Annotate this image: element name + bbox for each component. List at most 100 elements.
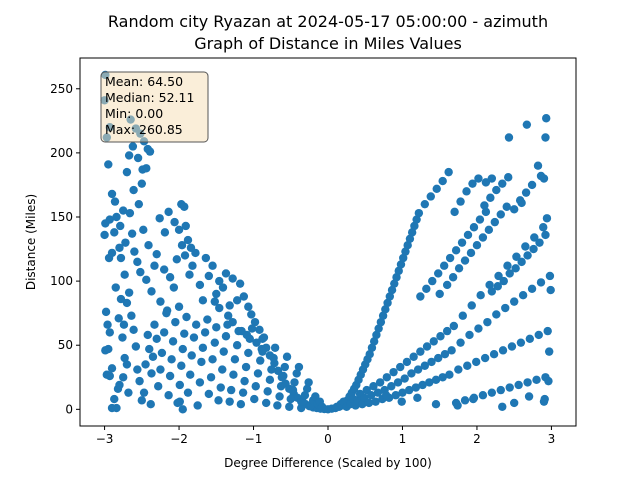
- data-point: [261, 398, 271, 408]
- data-point: [135, 376, 144, 386]
- data-point: [454, 264, 464, 273]
- data-point: [492, 310, 501, 319]
- x-tick-label: 3: [548, 432, 556, 446]
- data-point: [391, 391, 400, 400]
- x-tick-label: 1: [399, 432, 407, 446]
- data-point: [208, 355, 217, 364]
- data-point: [188, 261, 197, 270]
- data-point: [438, 373, 447, 382]
- data-point: [147, 369, 156, 378]
- data-point: [242, 330, 252, 340]
- data-point: [487, 174, 497, 183]
- y-axis-label: Distance (Miles): [24, 194, 38, 290]
- data-point: [445, 253, 455, 263]
- data-point: [442, 280, 452, 290]
- data-point: [317, 402, 327, 411]
- data-point: [462, 187, 471, 196]
- data-point: [393, 378, 403, 387]
- data-point: [509, 205, 519, 214]
- data-point: [404, 385, 414, 395]
- data-point: [162, 308, 171, 318]
- data-point: [240, 376, 249, 386]
- data-point: [275, 392, 284, 401]
- data-point: [525, 334, 535, 344]
- data-point: [358, 400, 367, 409]
- data-point: [130, 247, 139, 256]
- data-point: [165, 273, 175, 282]
- data-point: [481, 178, 491, 187]
- data-point: [122, 298, 132, 308]
- data-point: [178, 344, 187, 354]
- data-point: [152, 249, 161, 259]
- data-point: [119, 373, 128, 382]
- stats-min: Min: 0.00: [105, 106, 163, 121]
- data-point: [186, 370, 195, 379]
- data-point: [172, 255, 182, 264]
- data-point: [414, 208, 424, 218]
- data-point: [142, 164, 151, 173]
- data-point: [148, 352, 158, 361]
- x-tick-label: −3: [96, 432, 114, 446]
- data-point: [392, 273, 401, 282]
- data-point: [121, 238, 130, 247]
- data-point: [535, 238, 544, 247]
- data-point: [221, 332, 231, 341]
- data-point: [105, 215, 114, 224]
- data-point: [104, 344, 113, 354]
- data-point: [294, 362, 304, 372]
- data-point: [381, 305, 390, 314]
- data-point: [480, 201, 489, 210]
- data-point: [208, 261, 217, 270]
- data-point: [518, 291, 528, 300]
- data-point: [396, 362, 405, 372]
- data-point: [259, 333, 269, 342]
- data-point: [542, 114, 551, 123]
- data-point: [174, 302, 184, 311]
- data-point: [490, 217, 500, 227]
- data-point: [119, 320, 129, 329]
- data-point: [183, 235, 193, 245]
- data-point: [541, 230, 550, 240]
- data-point: [129, 185, 138, 195]
- data-point: [282, 352, 292, 361]
- data-point: [367, 343, 377, 352]
- data-point: [160, 228, 170, 237]
- data-point: [203, 315, 212, 324]
- data-point: [159, 328, 169, 337]
- data-point: [150, 261, 159, 270]
- stats-box-background: [100, 71, 209, 143]
- data-point: [114, 314, 123, 323]
- data-point: [517, 257, 526, 267]
- data-point: [144, 241, 153, 250]
- data-point: [110, 197, 120, 206]
- data-point: [481, 207, 491, 217]
- data-point: [475, 215, 485, 224]
- data-point: [165, 371, 175, 381]
- data-point: [137, 396, 147, 405]
- data-point: [119, 206, 128, 215]
- data-point: [124, 388, 133, 397]
- data-point: [413, 365, 423, 374]
- data-point: [244, 348, 253, 358]
- data-point: [228, 274, 237, 283]
- data-point: [544, 376, 553, 386]
- data-point: [425, 378, 434, 387]
- data-point: [201, 253, 211, 263]
- data-point: [280, 362, 289, 372]
- data-point: [145, 147, 155, 156]
- data-point: [409, 352, 418, 361]
- data-point: [422, 284, 431, 293]
- data-point: [195, 280, 205, 290]
- data-point: [403, 241, 412, 250]
- data-point: [292, 369, 301, 378]
- data-point: [378, 311, 388, 320]
- data-point: [402, 357, 412, 367]
- data-point: [304, 378, 313, 387]
- data-point: [137, 179, 147, 188]
- data-point: [250, 394, 259, 404]
- data-point: [159, 265, 169, 274]
- data-point: [442, 326, 452, 336]
- data-point: [212, 289, 221, 299]
